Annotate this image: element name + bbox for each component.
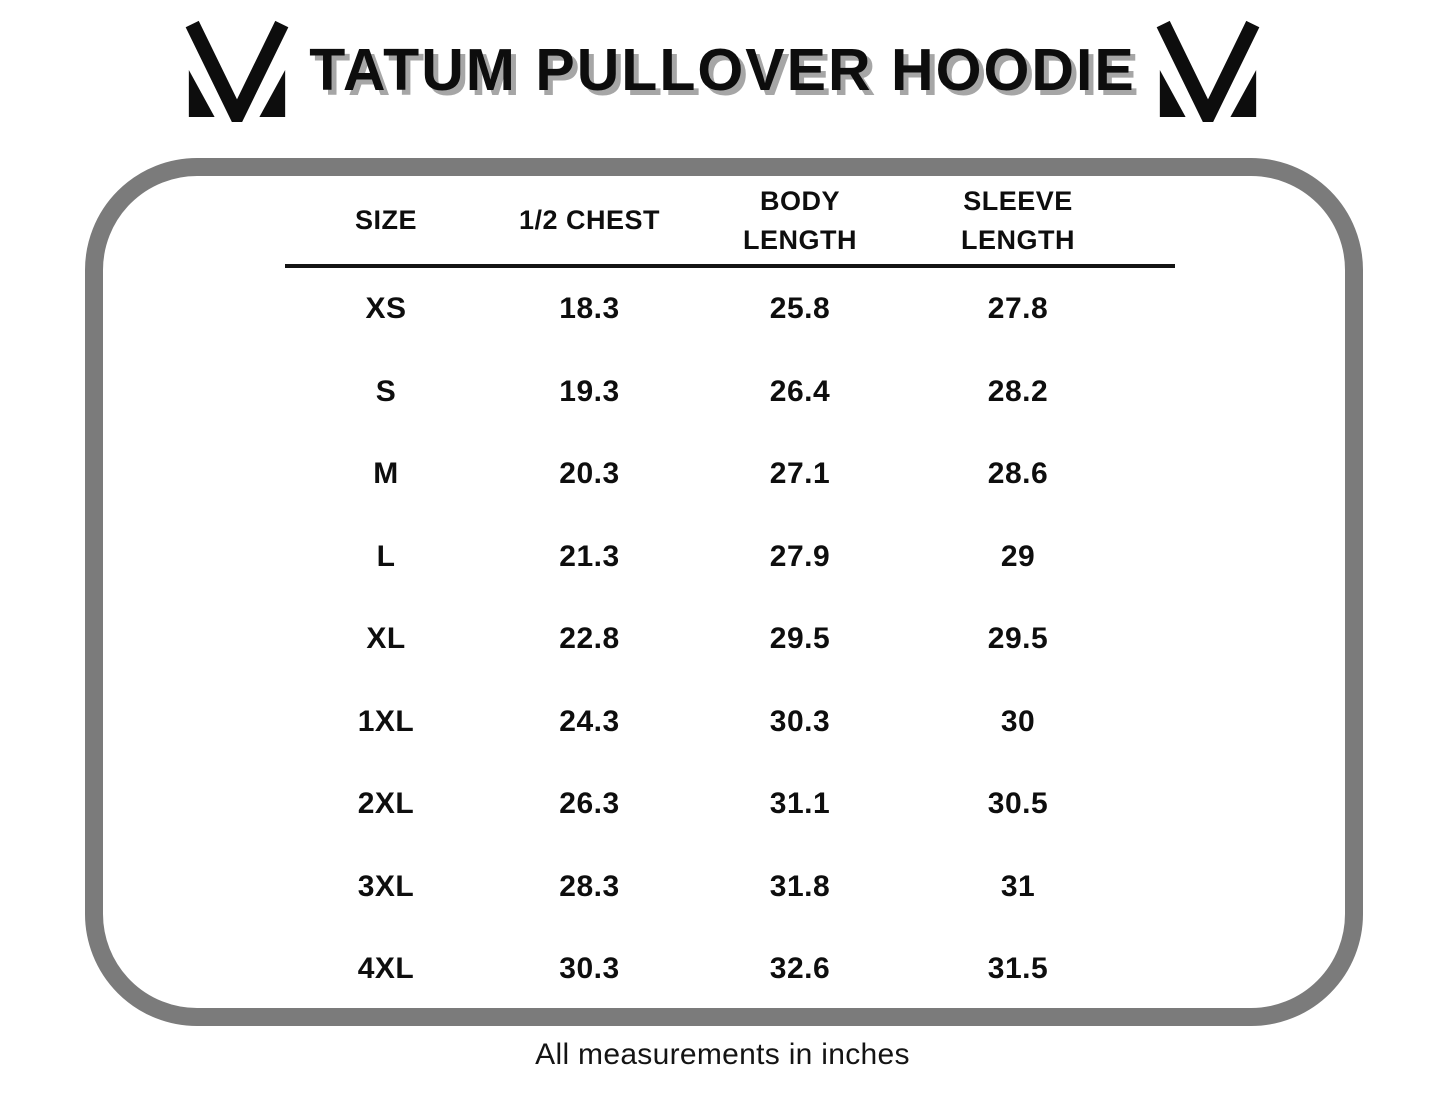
measurement-unit-note: All measurements in inches [535,1038,910,1071]
half-chest-cell: 30.3 [559,952,620,986]
size-cell: S [375,374,397,408]
brand-m-icon [185,20,289,122]
size-cell: 2XL [357,787,415,821]
sleeve-length-cell: 27.8 [987,292,1049,326]
sleeve-length-cell: 29.5 [987,622,1049,656]
half-chest-cell: 26.3 [559,787,620,821]
sleeve-length-cell: 29 [1000,539,1036,573]
table-row: 2XL 26.3 31.1 30.5 [285,763,1175,846]
half-chest-cell: 20.3 [559,457,620,491]
body-length-cell: 25.8 [769,292,831,326]
column-header-half-chest: 1/2 CHEST [518,205,661,236]
size-cell: L [376,539,396,573]
body-length-cell: 29.5 [769,622,831,656]
size-cell: XL [366,622,406,656]
size-cell: 3XL [357,869,415,903]
body-length-cell: 26.4 [769,374,831,408]
half-chest-cell: 18.3 [559,292,620,326]
body-length-cell: 32.6 [769,952,831,986]
sleeve-length-cell: 30.5 [987,787,1049,821]
body-length-cell: 27.9 [769,539,831,573]
size-cell: 1XL [357,704,415,738]
column-header-sleeve-length: SLEEVE LENGTH [961,185,1075,255]
sleeve-length-cell: 31 [1000,869,1036,903]
body-length-cell: 31.1 [769,787,831,821]
table-row: S 19.3 26.4 28.2 [285,351,1175,434]
header-divider [285,264,1175,268]
brand-m-icon [1156,20,1260,122]
table-row: XS 18.3 25.8 27.8 [285,268,1175,351]
table-row: 1XL 24.3 30.3 30 [285,681,1175,764]
table-row: L 21.3 27.9 29 [285,516,1175,599]
half-chest-cell: 28.3 [559,869,620,903]
sleeve-length-cell: 28.6 [987,457,1049,491]
size-chart-panel [85,158,1363,1026]
sleeve-length-cell: 31.5 [987,952,1049,986]
body-length-cell: 31.8 [769,869,831,903]
column-header-size: SIZE [354,205,417,236]
column-header-body-length: BODY LENGTH [743,185,857,255]
body-length-cell: 30.3 [769,704,831,738]
size-cell: 4XL [357,952,415,986]
table-row: M 20.3 27.1 28.6 [285,433,1175,516]
table-row: XL 22.8 29.5 29.5 [285,598,1175,681]
sleeve-length-cell: 30 [1000,704,1036,738]
table-row: 3XL 28.3 31.8 31 [285,846,1175,929]
size-cell: M [373,457,399,491]
table-header-row: SIZE 1/2 CHEST BODY LENGTH SLEEVE LENGTH [285,178,1175,264]
half-chest-cell: 19.3 [559,374,620,408]
page-title: TATUM PULLOVER HOODIE [309,37,1136,103]
table-body: XS 18.3 25.8 27.8 S 19.3 26.4 28.2 M 20.… [285,268,1175,1011]
table-row: 4XL 30.3 32.6 31.5 [285,928,1175,1011]
body-length-cell: 27.1 [769,457,831,491]
sleeve-length-cell: 28.2 [987,374,1049,408]
page-header: TATUM PULLOVER HOODIE [0,18,1445,122]
half-chest-cell: 24.3 [559,704,620,738]
size-table: SIZE 1/2 CHEST BODY LENGTH SLEEVE LENGTH… [285,178,1175,1011]
half-chest-cell: 21.3 [559,539,620,573]
half-chest-cell: 22.8 [559,622,620,656]
size-cell: XS [365,292,407,326]
